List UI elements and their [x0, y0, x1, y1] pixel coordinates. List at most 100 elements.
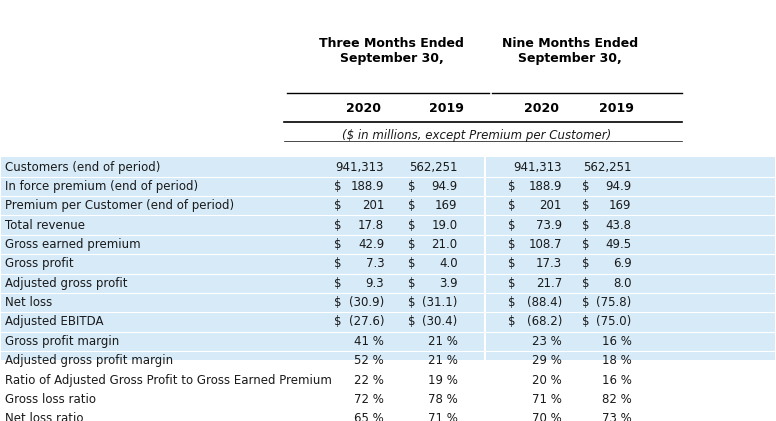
Text: Net loss ratio: Net loss ratio — [5, 412, 84, 421]
Text: 49.5: 49.5 — [605, 238, 632, 251]
Text: 70 %: 70 % — [532, 412, 562, 421]
Text: $: $ — [407, 199, 415, 212]
Text: $: $ — [334, 277, 341, 290]
Text: $: $ — [407, 180, 415, 193]
Text: (88.4): (88.4) — [527, 296, 562, 309]
Text: Three Months Ended
September 30,: Three Months Ended September 30, — [320, 37, 464, 65]
Text: 201: 201 — [539, 199, 562, 212]
Text: $: $ — [581, 238, 589, 251]
Text: $: $ — [508, 180, 515, 193]
Text: $: $ — [407, 218, 415, 232]
Text: (30.4): (30.4) — [422, 315, 458, 328]
Text: $: $ — [508, 277, 515, 290]
Text: Net loss: Net loss — [5, 296, 53, 309]
Text: 43.8: 43.8 — [605, 218, 632, 232]
Text: 19.0: 19.0 — [431, 218, 458, 232]
Text: $: $ — [508, 257, 515, 270]
Text: $: $ — [334, 315, 341, 328]
Text: Gross profit: Gross profit — [5, 257, 74, 270]
Text: 21 %: 21 % — [428, 354, 458, 367]
Text: 71 %: 71 % — [428, 412, 458, 421]
Text: 2019: 2019 — [428, 102, 463, 115]
Text: 16 %: 16 % — [601, 335, 632, 348]
Text: (31.1): (31.1) — [422, 296, 458, 309]
Text: 7.3: 7.3 — [365, 257, 384, 270]
Text: Customers (end of period): Customers (end of period) — [5, 160, 161, 173]
Text: 188.9: 188.9 — [351, 180, 384, 193]
Text: Ratio of Adjusted Gross Profit to Gross Earned Premium: Ratio of Adjusted Gross Profit to Gross … — [5, 373, 332, 386]
Text: 72 %: 72 % — [355, 393, 384, 406]
Text: $: $ — [581, 180, 589, 193]
Text: 4.0: 4.0 — [439, 257, 458, 270]
Text: 23 %: 23 % — [532, 335, 562, 348]
Text: $: $ — [508, 315, 515, 328]
Text: $: $ — [407, 277, 415, 290]
Text: 21 %: 21 % — [428, 335, 458, 348]
Text: In force premium (end of period): In force premium (end of period) — [5, 180, 199, 193]
Text: 108.7: 108.7 — [528, 238, 562, 251]
Text: 42.9: 42.9 — [358, 238, 384, 251]
Text: $: $ — [508, 296, 515, 309]
Text: Gross profit margin: Gross profit margin — [5, 335, 120, 348]
FancyBboxPatch shape — [2, 274, 774, 293]
FancyBboxPatch shape — [2, 177, 774, 196]
Text: (75.8): (75.8) — [596, 296, 632, 309]
Text: $: $ — [508, 199, 515, 212]
Text: Adjusted EBITDA: Adjusted EBITDA — [5, 315, 104, 328]
Text: 169: 169 — [435, 199, 458, 212]
Text: Nine Months Ended
September 30,: Nine Months Ended September 30, — [501, 37, 638, 65]
Text: $: $ — [407, 315, 415, 328]
Text: 201: 201 — [362, 199, 384, 212]
FancyBboxPatch shape — [2, 293, 774, 312]
FancyBboxPatch shape — [2, 351, 774, 370]
Text: 941,313: 941,313 — [514, 160, 562, 173]
Text: ($ in millions, except Premium per Customer): ($ in millions, except Premium per Custo… — [342, 129, 611, 142]
Text: Adjusted gross profit: Adjusted gross profit — [5, 277, 128, 290]
FancyBboxPatch shape — [2, 216, 774, 235]
Text: Gross loss ratio: Gross loss ratio — [5, 393, 96, 406]
Text: $: $ — [334, 180, 341, 193]
FancyBboxPatch shape — [2, 196, 774, 216]
FancyBboxPatch shape — [2, 332, 774, 351]
FancyBboxPatch shape — [2, 390, 774, 409]
Text: $: $ — [407, 257, 415, 270]
FancyBboxPatch shape — [2, 370, 774, 390]
Text: (30.9): (30.9) — [349, 296, 384, 309]
Text: $: $ — [334, 218, 341, 232]
FancyBboxPatch shape — [2, 312, 774, 332]
Text: 17.8: 17.8 — [358, 218, 384, 232]
Text: 20 %: 20 % — [532, 373, 562, 386]
Text: 52 %: 52 % — [355, 354, 384, 367]
Text: Total revenue: Total revenue — [5, 218, 85, 232]
Text: 94.9: 94.9 — [605, 180, 632, 193]
Text: 94.9: 94.9 — [431, 180, 458, 193]
Text: (75.0): (75.0) — [596, 315, 632, 328]
Text: 2020: 2020 — [524, 102, 559, 115]
Text: (27.6): (27.6) — [348, 315, 384, 328]
Text: $: $ — [508, 218, 515, 232]
Text: 73 %: 73 % — [602, 412, 632, 421]
Text: $: $ — [581, 277, 589, 290]
Text: 17.3: 17.3 — [536, 257, 562, 270]
Text: $: $ — [334, 296, 341, 309]
Text: $: $ — [407, 238, 415, 251]
Text: 22 %: 22 % — [355, 373, 384, 386]
Text: 562,251: 562,251 — [409, 160, 458, 173]
Text: $: $ — [581, 218, 589, 232]
Text: 21.7: 21.7 — [535, 277, 562, 290]
Text: $: $ — [581, 296, 589, 309]
Text: Adjusted gross profit margin: Adjusted gross profit margin — [5, 354, 173, 367]
Text: $: $ — [334, 199, 341, 212]
Text: $: $ — [581, 257, 589, 270]
Text: $: $ — [334, 238, 341, 251]
Text: 82 %: 82 % — [602, 393, 632, 406]
Text: Gross earned premium: Gross earned premium — [5, 238, 141, 251]
Text: 78 %: 78 % — [428, 393, 458, 406]
Text: 188.9: 188.9 — [528, 180, 562, 193]
Text: 65 %: 65 % — [355, 412, 384, 421]
FancyBboxPatch shape — [2, 157, 774, 177]
FancyBboxPatch shape — [2, 254, 774, 274]
Text: 941,313: 941,313 — [336, 160, 384, 173]
Text: 2019: 2019 — [598, 102, 633, 115]
Text: 169: 169 — [609, 199, 632, 212]
